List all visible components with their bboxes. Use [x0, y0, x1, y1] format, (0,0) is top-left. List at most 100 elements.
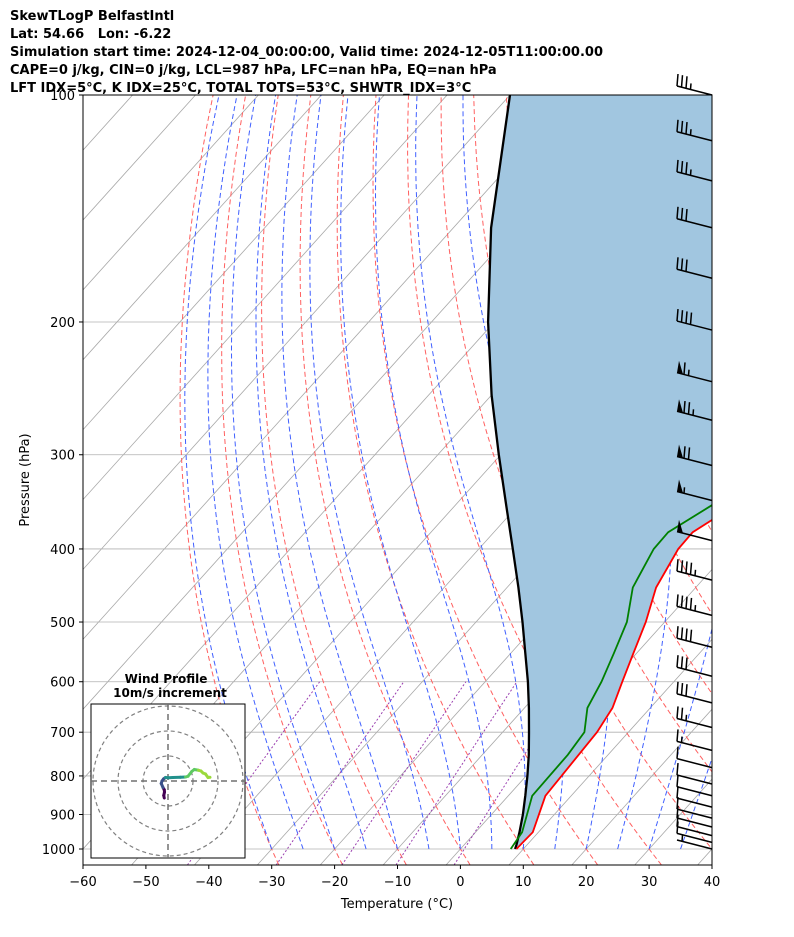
y-tick-label: 500	[50, 616, 75, 631]
wind-barb-full	[685, 259, 688, 272]
wind-barb-full	[680, 682, 684, 696]
wind-barb-full	[685, 561, 688, 574]
x-tick-label: 10	[515, 875, 532, 890]
wind-barb-full	[680, 75, 684, 88]
dry-adiabat	[179, 95, 280, 865]
location-coordinates: Lat: 54.66 Lon: -6.22	[10, 27, 172, 42]
wind-barb-full	[683, 446, 686, 459]
x-tick-label: 40	[704, 875, 721, 890]
moist-adiabat	[309, 95, 430, 850]
dry-adiabat	[372, 95, 599, 865]
dry-adiabat	[767, 95, 794, 865]
wind-barb-staff	[676, 839, 713, 850]
x-tick-label: −30	[258, 875, 285, 890]
wind-barb-full	[685, 684, 688, 697]
wind-barb	[676, 594, 713, 617]
wind-barb-half	[685, 714, 688, 721]
hodograph-title: Wind Profile	[125, 672, 208, 686]
wind-barb-full	[689, 629, 693, 642]
hodograph-plot	[91, 704, 245, 858]
wind-barb-staff	[676, 808, 713, 819]
wind-barb	[676, 479, 713, 502]
x-tick-label: −20	[321, 875, 348, 890]
wind-barb-staff	[676, 85, 713, 96]
wind-barb	[676, 655, 713, 677]
wind-barb-full	[676, 655, 679, 668]
axes: Temperature (°C) Pressure (hPa) −60 −50 −4…	[18, 89, 720, 912]
wind-barb-full	[676, 159, 679, 172]
y-axis-label: Pressure (hPa)	[18, 433, 33, 526]
wind-barb-full	[680, 627, 684, 640]
y-tick-label: 600	[50, 676, 75, 691]
wind-barb-full	[676, 257, 679, 270]
wind-barb-staff	[676, 530, 713, 542]
wind-barb-full	[689, 562, 693, 575]
wind-barb-full	[680, 310, 684, 323]
wind-barb-half	[681, 835, 684, 842]
moist-adiabat	[281, 95, 398, 850]
wind-barb-staff	[676, 717, 713, 729]
wind-barb-flag	[677, 444, 683, 458]
wind-barb	[676, 729, 713, 752]
cape-shading	[488, 95, 712, 849]
isotherm-line	[508, 638, 712, 865]
wind-barb-full	[683, 400, 686, 414]
wind-barb-full	[680, 161, 684, 174]
dry-adiabat	[701, 95, 712, 140]
wind-barbs	[676, 73, 713, 850]
hodograph-ring	[117, 730, 219, 832]
wind-barb-staff	[676, 131, 713, 142]
moist-adiabat	[648, 95, 712, 850]
x-tick-label: −60	[69, 875, 96, 890]
dry-adiabat	[734, 95, 794, 865]
wind-barb	[676, 360, 713, 383]
parcel-profile-line	[486, 95, 531, 850]
wind-barb	[676, 762, 713, 785]
wind-barb-half	[687, 369, 690, 376]
wind-barb-staff	[676, 268, 713, 279]
wind-barb	[676, 119, 713, 142]
wind-barb-full	[676, 119, 679, 132]
wind-barb-full	[685, 596, 688, 609]
wind-barb-full	[689, 312, 693, 325]
y-tick-label: 100	[50, 89, 75, 104]
wind-barb-half	[689, 169, 692, 176]
wind-barb	[676, 257, 713, 279]
wind-barb-full	[685, 311, 688, 324]
wind-barb-full	[685, 209, 688, 222]
wind-barb-full	[685, 628, 688, 641]
wind-barb-flag	[677, 519, 683, 534]
x-axis-label: Temperature (°C)	[340, 897, 453, 912]
isotherm-line	[382, 498, 712, 865]
wind-barb-staff	[676, 817, 713, 828]
wind-barb-full	[683, 362, 686, 375]
wind-barb-full	[676, 309, 679, 322]
wind-barb-staff	[676, 774, 713, 785]
wind-barb-full	[680, 207, 684, 220]
wind-barb	[676, 444, 713, 467]
stability-indices: LFT IDX=5°C, K IDX=25°C, TOTAL TOTS=53°C…	[10, 81, 472, 96]
mixing-ratio-line	[395, 681, 518, 865]
mixing-ratio-line	[341, 681, 467, 865]
y-tick-label: 800	[50, 770, 75, 785]
wind-barb	[676, 206, 713, 229]
dry-adiabat	[221, 95, 344, 865]
cape-summary: CAPE=0 j/kg, CIN=0 j/kg, LCL=987 hPa, LF…	[10, 63, 497, 78]
wind-barb	[676, 159, 713, 182]
wind-barb-staff	[676, 455, 713, 467]
wind-barb-full	[676, 706, 679, 719]
y-tick-label: 900	[50, 808, 75, 823]
wind-barb-staff	[676, 371, 713, 383]
wind-barb-full	[676, 729, 679, 742]
header: SkewTLogP BelfastIntl Lat: 54.66 Lon: -6…	[10, 8, 603, 98]
wind-barb-full	[689, 597, 693, 610]
wind-barb	[676, 681, 713, 704]
wind-barb-staff	[676, 171, 713, 182]
moist-adiabat	[680, 756, 712, 850]
wind-barb-full	[676, 594, 679, 607]
wind-barb	[676, 786, 713, 808]
wind-barb-full	[676, 746, 679, 759]
wind-barb-full	[676, 73, 679, 87]
wind-barb-staff	[676, 666, 713, 677]
